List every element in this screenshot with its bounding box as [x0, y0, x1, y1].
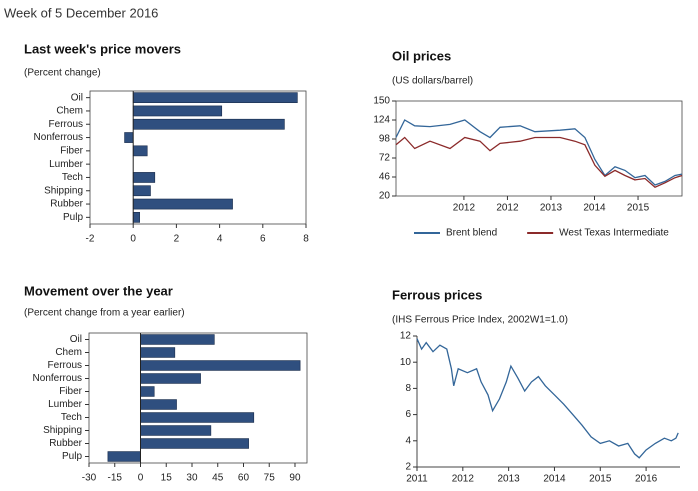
plot-frame [395, 100, 683, 197]
x-tick-label: 45 [212, 473, 224, 484]
category-label: Chem [55, 347, 82, 358]
y-tick-label: 8 [405, 383, 411, 394]
bar [132, 185, 151, 197]
x-tick-label: 4 [217, 234, 223, 245]
category-label: Nonferrous [34, 132, 83, 143]
category-label: Ferrous [48, 360, 82, 371]
category-label: Lumber [49, 159, 84, 170]
x-tick-label: 2016 [635, 474, 658, 485]
bar [140, 425, 212, 436]
bar [140, 347, 176, 358]
x-tick-label: 2015 [589, 474, 612, 485]
chart-subtitle: (Percent change from a year earlier) [24, 308, 185, 319]
y-tick-label: 72 [379, 153, 391, 164]
x-tick-label: 2012 [453, 203, 476, 214]
bar [107, 451, 141, 462]
y-tick-label: 20 [379, 191, 391, 202]
y-tick-label: 98 [379, 134, 391, 145]
bar [132, 118, 285, 130]
bar [140, 360, 301, 371]
category-label: Shipping [44, 185, 83, 196]
x-tick-label: 6 [260, 234, 266, 245]
bar [140, 399, 177, 410]
bar [140, 438, 249, 449]
bar [140, 334, 215, 345]
category-label: Chem [56, 106, 83, 117]
category-label: Nonferrous [33, 373, 82, 384]
y-tick-label: 46 [379, 172, 391, 183]
bar [132, 198, 233, 210]
chart-subtitle: (US dollars/barrel) [392, 76, 473, 87]
y-tick-label: 124 [373, 115, 390, 126]
x-tick-label: 2012 [452, 474, 475, 485]
x-tick-label: 90 [289, 473, 301, 484]
x-tick-label: 2011 [406, 474, 428, 485]
x-tick-label: 75 [264, 473, 276, 484]
category-label: Tech [61, 412, 82, 423]
bar [124, 132, 134, 143]
plot-frame [89, 90, 307, 225]
category-label: Shipping [43, 425, 82, 436]
category-label: Pulp [62, 451, 82, 462]
y-tick-label: 12 [400, 331, 412, 342]
x-tick-label: 0 [130, 234, 136, 245]
x-tick-label: -15 [108, 473, 123, 484]
bar [132, 145, 148, 157]
bar [140, 373, 201, 384]
category-label: Rubber [50, 199, 83, 210]
plot-frame [88, 332, 308, 464]
category-label: Ferrous [49, 119, 83, 130]
x-tick-label: 15 [161, 473, 173, 484]
legend-label: Brent blend [446, 228, 497, 239]
x-tick-label: 30 [186, 473, 198, 484]
x-tick-label: 2013 [540, 203, 563, 214]
y-tick-label: 2 [405, 462, 411, 473]
chart-title: Movement over the year [24, 283, 173, 298]
category-label: Rubber [49, 438, 82, 449]
x-tick-label: -30 [82, 473, 97, 484]
category-label: Pulp [63, 212, 83, 223]
bar [140, 412, 255, 423]
page-header: Week of 5 December 2016 [4, 5, 158, 20]
x-tick-label: 2014 [543, 474, 566, 485]
y-tick-label: 150 [373, 96, 390, 107]
category-label: Oil [70, 334, 82, 345]
line-series [395, 136, 683, 188]
chart-title: Last week's price movers [24, 41, 181, 56]
category-label: Fiber [59, 386, 82, 397]
line-series [395, 119, 683, 186]
chart-subtitle: (Percent change) [24, 68, 101, 79]
x-tick-label: 2015 [627, 203, 650, 214]
bar [132, 92, 298, 104]
category-label: Fiber [60, 145, 83, 156]
x-tick-label: 60 [238, 473, 250, 484]
bar [140, 386, 155, 397]
x-tick-label: 2013 [498, 474, 521, 485]
x-tick-label: 8 [303, 234, 309, 245]
category-label: Lumber [48, 399, 83, 410]
chart-title: Oil prices [392, 48, 451, 63]
bar [132, 172, 156, 183]
y-tick-label: 6 [405, 409, 411, 420]
chart-subtitle: (IHS Ferrous Price Index, 2002W1=1.0) [392, 315, 568, 326]
category-label: Tech [62, 172, 83, 183]
chart-title: Ferrous prices [392, 287, 482, 302]
x-tick-label: 2014 [583, 203, 606, 214]
x-tick-label: 2012 [496, 203, 519, 214]
bar [132, 211, 140, 223]
x-tick-label: 2 [174, 234, 180, 245]
category-label: Oil [71, 92, 83, 103]
x-tick-label: -2 [86, 234, 95, 245]
legend-label: West Texas Intermediate [559, 228, 669, 239]
y-tick-label: 10 [400, 357, 412, 368]
bar [132, 105, 223, 117]
y-tick-label: 4 [405, 435, 411, 446]
line-series [416, 338, 679, 459]
x-tick-label: 0 [138, 473, 144, 484]
